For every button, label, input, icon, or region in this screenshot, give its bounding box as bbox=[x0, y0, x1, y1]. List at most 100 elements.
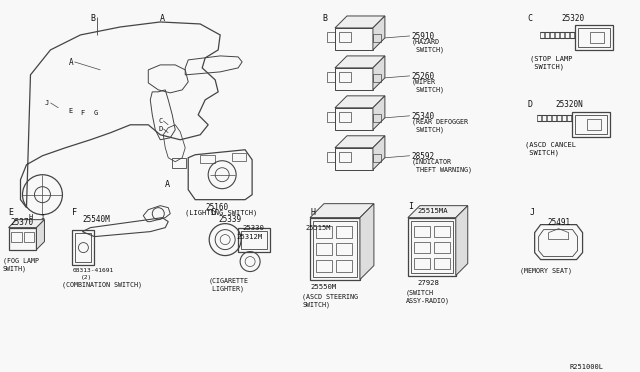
Bar bbox=[373, 154, 381, 162]
Bar bbox=[572, 112, 609, 137]
Text: B: B bbox=[90, 14, 95, 23]
Bar bbox=[313, 221, 357, 276]
Text: (INDICATOR
 THEFT WARNING): (INDICATOR THEFT WARNING) bbox=[412, 159, 472, 173]
Polygon shape bbox=[408, 206, 468, 218]
Bar bbox=[200, 155, 215, 163]
Text: G: G bbox=[210, 208, 215, 217]
Bar bbox=[310, 218, 360, 279]
Text: (2): (2) bbox=[81, 275, 92, 279]
Text: D: D bbox=[158, 126, 163, 132]
Bar bbox=[316, 260, 332, 272]
Bar bbox=[335, 68, 373, 90]
Bar bbox=[587, 119, 600, 130]
Text: D: D bbox=[527, 100, 532, 109]
Bar bbox=[575, 115, 607, 134]
Bar bbox=[339, 32, 351, 42]
Bar bbox=[339, 152, 351, 162]
Text: 25339: 25339 bbox=[218, 215, 241, 224]
Bar bbox=[373, 34, 381, 42]
Text: (REAR DEFOGGER
 SWITCH): (REAR DEFOGGER SWITCH) bbox=[412, 119, 468, 133]
Text: (SWITCH
ASSY-RADIO): (SWITCH ASSY-RADIO) bbox=[406, 289, 450, 304]
Polygon shape bbox=[373, 16, 385, 50]
Polygon shape bbox=[373, 56, 385, 90]
Polygon shape bbox=[335, 96, 385, 108]
Text: 28592: 28592 bbox=[412, 152, 435, 161]
Polygon shape bbox=[335, 56, 385, 68]
Polygon shape bbox=[8, 219, 44, 228]
Polygon shape bbox=[373, 136, 385, 170]
Text: I: I bbox=[40, 214, 45, 219]
Text: 27928: 27928 bbox=[418, 279, 440, 286]
Text: J: J bbox=[44, 100, 49, 106]
Bar bbox=[408, 218, 456, 276]
Text: 25910: 25910 bbox=[412, 32, 435, 41]
Text: R251000L: R251000L bbox=[570, 365, 604, 371]
Bar bbox=[434, 257, 450, 269]
Bar bbox=[72, 230, 94, 264]
Bar bbox=[434, 241, 450, 253]
Bar bbox=[336, 243, 352, 254]
Bar bbox=[232, 153, 246, 161]
Text: 25515M: 25515M bbox=[305, 225, 331, 231]
Bar bbox=[339, 72, 351, 82]
Text: (ASCD STEERING
SWITCH): (ASCD STEERING SWITCH) bbox=[302, 294, 358, 308]
Polygon shape bbox=[456, 206, 468, 276]
Bar bbox=[172, 158, 186, 168]
Bar bbox=[414, 241, 430, 253]
Text: (WIPER
 SWITCH): (WIPER SWITCH) bbox=[412, 79, 444, 93]
Bar bbox=[414, 257, 430, 269]
Polygon shape bbox=[335, 16, 385, 28]
Bar bbox=[24, 232, 35, 241]
Text: A: A bbox=[68, 58, 73, 67]
Bar bbox=[336, 260, 352, 272]
Text: 25340: 25340 bbox=[412, 112, 435, 121]
Text: (MEMORY SEAT): (MEMORY SEAT) bbox=[520, 267, 572, 274]
Text: 25320N: 25320N bbox=[556, 100, 584, 109]
Polygon shape bbox=[310, 203, 374, 218]
Bar bbox=[76, 232, 92, 262]
Bar bbox=[589, 32, 604, 43]
Bar bbox=[8, 228, 36, 250]
Bar bbox=[335, 28, 373, 50]
Bar bbox=[411, 221, 452, 273]
Text: (HAZARD
 SWITCH): (HAZARD SWITCH) bbox=[412, 39, 444, 53]
Bar bbox=[336, 226, 352, 238]
Bar bbox=[414, 226, 430, 237]
Polygon shape bbox=[36, 219, 44, 250]
Text: G: G bbox=[93, 110, 98, 116]
Bar bbox=[241, 231, 267, 248]
Bar bbox=[316, 226, 332, 238]
Text: (ASCD CANCEL
 SWITCH): (ASCD CANCEL SWITCH) bbox=[525, 142, 575, 156]
Polygon shape bbox=[360, 203, 374, 279]
Text: (LIGHTING SWITCH): (LIGHTING SWITCH) bbox=[185, 210, 257, 216]
Text: (CIGARETTE
 LIGHTER): (CIGARETTE LIGHTER) bbox=[208, 278, 248, 292]
Text: 25515MA: 25515MA bbox=[418, 208, 449, 214]
Text: 25550M: 25550M bbox=[310, 283, 336, 289]
Bar bbox=[434, 226, 450, 237]
Bar bbox=[316, 243, 332, 254]
Bar bbox=[339, 112, 351, 122]
Bar bbox=[575, 25, 612, 50]
Text: 25370: 25370 bbox=[10, 218, 34, 227]
Text: A: A bbox=[160, 14, 165, 23]
Text: 25491: 25491 bbox=[548, 218, 571, 227]
Polygon shape bbox=[335, 136, 385, 148]
Text: H: H bbox=[310, 208, 315, 217]
Text: 25160: 25160 bbox=[205, 203, 228, 212]
Bar bbox=[335, 108, 373, 130]
Text: 08313-41691: 08313-41691 bbox=[72, 267, 114, 273]
Text: H: H bbox=[28, 214, 33, 219]
Text: A: A bbox=[165, 180, 170, 189]
Bar bbox=[373, 114, 381, 122]
Text: E: E bbox=[8, 208, 13, 217]
Text: B: B bbox=[322, 14, 327, 23]
Text: 25312M: 25312M bbox=[236, 234, 262, 240]
Text: E: E bbox=[68, 108, 73, 114]
Text: I: I bbox=[408, 202, 413, 211]
Text: F: F bbox=[72, 208, 77, 217]
Text: C: C bbox=[527, 14, 532, 23]
Text: 25320: 25320 bbox=[562, 14, 585, 23]
Bar bbox=[577, 28, 609, 47]
Bar bbox=[10, 232, 22, 241]
Bar bbox=[238, 228, 270, 251]
